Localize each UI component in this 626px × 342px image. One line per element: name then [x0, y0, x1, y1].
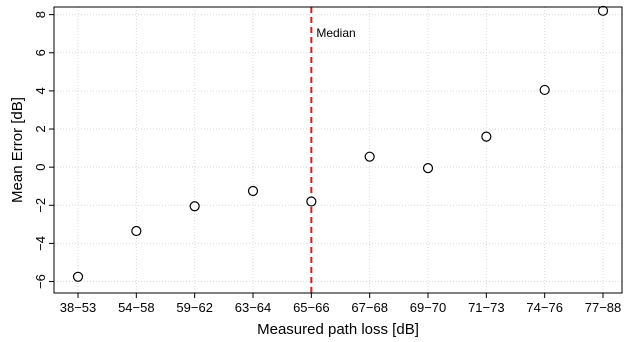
y-tick-label: 0	[33, 164, 48, 171]
data-point	[306, 196, 317, 207]
axes: 38−53 54−58 59−62 63−64 65−66 67−68 69−70 71−73…	[33, 11, 621, 315]
data-point	[364, 151, 375, 162]
data-point	[481, 131, 492, 142]
x-tick-label: 69−70	[410, 300, 447, 315]
median-label: Median	[316, 26, 355, 40]
x-tick-label: 71−73	[468, 300, 505, 315]
x-tick-label: 54−58	[118, 300, 155, 315]
x-tick-label: 63−64	[235, 300, 272, 315]
x-tick-label: 59−62	[176, 300, 213, 315]
x-axis-title: Measured path loss [dB]	[257, 321, 419, 338]
plot-marks: Median	[72, 5, 609, 293]
plot-frame	[53, 6, 623, 294]
y-tick-label: −2	[33, 198, 48, 213]
y-tick-label: 6	[33, 49, 48, 56]
y-tick-label: −4	[33, 236, 48, 251]
y-tick-label: 8	[33, 11, 48, 18]
y-tick-label: 4	[33, 87, 48, 94]
grid	[54, 7, 622, 293]
y-tick-label: −6	[33, 274, 48, 289]
data-point	[247, 185, 259, 197]
data-point	[72, 271, 84, 282]
x-tick-label: 77−88	[585, 300, 622, 315]
data-point	[131, 225, 142, 237]
x-tick-label: 65−66	[293, 300, 330, 315]
y-tick-label: 2	[33, 125, 48, 132]
data-point	[189, 201, 200, 212]
data-point	[539, 84, 550, 96]
data-point	[597, 5, 609, 16]
x-tick-label: 74−76	[526, 300, 563, 315]
y-axis-title: Mean Error [dB]	[9, 97, 26, 203]
data-point	[422, 163, 434, 174]
x-tick-label: 38−53	[60, 300, 97, 315]
x-tick-label: 67−68	[351, 300, 388, 315]
